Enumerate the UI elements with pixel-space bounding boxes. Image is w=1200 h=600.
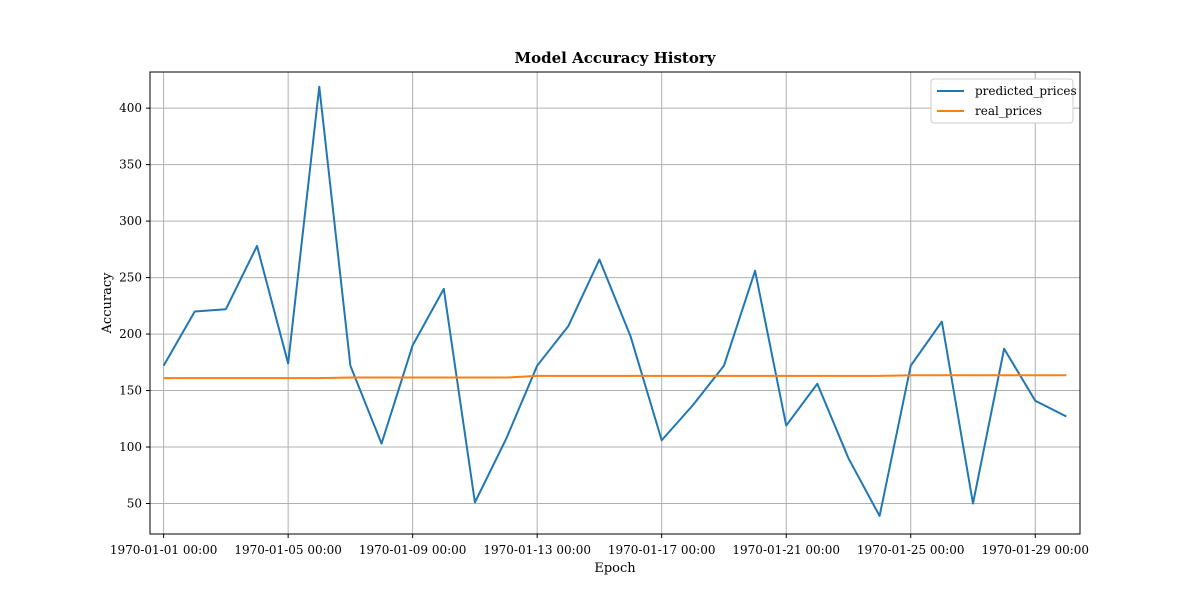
series-line bbox=[162, 85, 1067, 517]
x-tick-label: 1970-01-09 00:00 bbox=[359, 543, 467, 557]
x-tick-label: 1970-01-17 00:00 bbox=[608, 543, 716, 557]
x-tick-label: 1970-01-13 00:00 bbox=[483, 543, 591, 557]
y-axis-label: Accuracy bbox=[100, 272, 115, 335]
series-layer bbox=[162, 85, 1067, 517]
x-tick-label: 1970-01-21 00:00 bbox=[732, 543, 840, 557]
plot-frame bbox=[149, 71, 1081, 535]
x-axis-ticks: 1970-01-01 00:00 1970-01-05 00:00 1970-01-… bbox=[110, 534, 1089, 557]
chart-title: Model Accuracy History bbox=[515, 49, 717, 67]
x-tick-label: 1970-01-29 00:00 bbox=[981, 543, 1089, 557]
y-tick-label: 350 bbox=[119, 158, 142, 172]
y-tick-label: 400 bbox=[119, 101, 142, 115]
y-tick-label: 50 bbox=[127, 497, 142, 511]
x-tick-label: 1970-01-05 00:00 bbox=[234, 543, 342, 557]
y-tick-label: 300 bbox=[119, 214, 142, 228]
series-real-prices bbox=[163, 374, 1067, 380]
grid bbox=[150, 72, 1080, 534]
legend-label-real-prices: real_prices bbox=[975, 104, 1042, 118]
x-tick-label: 1970-01-25 00:00 bbox=[857, 543, 965, 557]
y-tick-label: 200 bbox=[119, 327, 142, 341]
legend-label-predicted-prices: predicted_prices bbox=[975, 84, 1077, 98]
series-line bbox=[163, 374, 1067, 380]
y-tick-label: 100 bbox=[119, 440, 142, 454]
y-tick-label: 250 bbox=[119, 271, 142, 285]
y-axis-ticks: 50 100 150 200 250 300 350 400 bbox=[119, 101, 150, 511]
series-predicted-prices bbox=[162, 85, 1067, 517]
legend: predicted_prices real_prices bbox=[930, 78, 1077, 124]
x-axis-label: Epoch bbox=[594, 561, 636, 576]
x-tick-label: 1970-01-01 00:00 bbox=[110, 543, 218, 557]
y-tick-label: 150 bbox=[119, 384, 142, 398]
legend-frame bbox=[930, 78, 1074, 124]
